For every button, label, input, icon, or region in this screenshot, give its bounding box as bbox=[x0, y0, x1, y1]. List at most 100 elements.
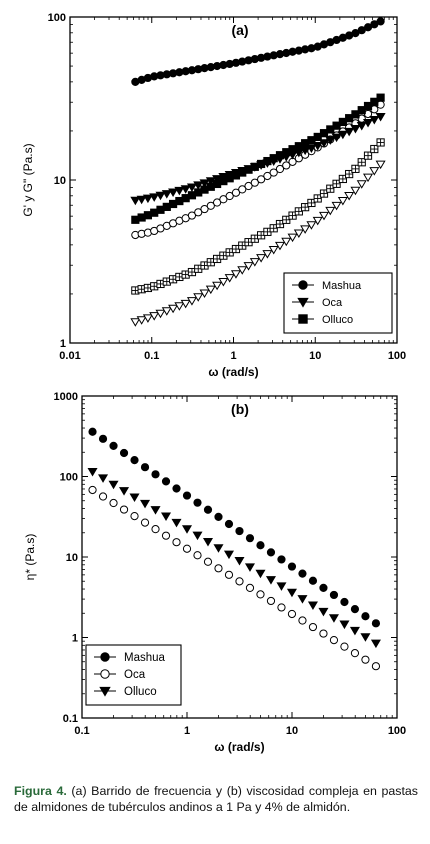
data-point bbox=[174, 302, 185, 311]
data-point bbox=[193, 498, 202, 507]
data-point bbox=[238, 185, 247, 194]
data-point bbox=[306, 144, 317, 153]
data-point bbox=[268, 246, 279, 255]
data-point bbox=[288, 211, 297, 220]
data-point bbox=[325, 136, 336, 145]
legend-marker bbox=[99, 686, 111, 697]
data-point bbox=[345, 169, 354, 179]
data-point bbox=[192, 531, 203, 541]
x-tick-label: 1 bbox=[184, 725, 190, 737]
data-point bbox=[269, 224, 278, 233]
data-point bbox=[88, 485, 97, 495]
data-point bbox=[357, 106, 366, 115]
data-point bbox=[109, 441, 118, 451]
data-point bbox=[199, 179, 210, 188]
data-point bbox=[360, 633, 371, 642]
data-point bbox=[235, 526, 244, 536]
data-point bbox=[318, 139, 330, 148]
data-point bbox=[172, 484, 181, 493]
data-point bbox=[339, 620, 350, 630]
y-tick-label: 10 bbox=[54, 175, 66, 187]
data-point bbox=[88, 427, 97, 436]
data-point bbox=[140, 499, 151, 509]
data-point bbox=[193, 551, 202, 560]
data-point bbox=[119, 505, 129, 514]
figure-label: Figura 4. bbox=[14, 784, 67, 798]
data-point bbox=[212, 198, 222, 207]
data-point bbox=[130, 511, 139, 521]
legend-marker bbox=[297, 297, 309, 308]
data-point bbox=[249, 258, 260, 267]
data-point bbox=[300, 225, 311, 234]
data-point bbox=[369, 116, 380, 125]
data-point bbox=[312, 216, 323, 226]
data-point bbox=[293, 229, 304, 239]
data-series bbox=[130, 160, 386, 327]
data-point bbox=[265, 576, 276, 585]
data-point bbox=[356, 180, 367, 189]
data-point bbox=[337, 130, 348, 140]
data-point bbox=[357, 158, 366, 167]
data-point bbox=[281, 237, 292, 247]
data-series bbox=[131, 93, 385, 224]
legend-label: Olluco bbox=[322, 314, 353, 326]
legend-marker bbox=[100, 669, 110, 679]
data-point bbox=[235, 577, 244, 586]
data-point bbox=[371, 662, 381, 671]
data-point bbox=[214, 512, 223, 521]
data-point bbox=[142, 314, 153, 323]
data-point bbox=[149, 193, 160, 202]
data-point bbox=[149, 312, 160, 321]
data-point bbox=[275, 164, 285, 174]
data-point bbox=[294, 207, 303, 216]
data-point bbox=[282, 161, 291, 170]
data-point bbox=[161, 477, 171, 486]
y-tick-label: 10 bbox=[66, 552, 78, 564]
data-point bbox=[244, 181, 253, 191]
data-point bbox=[230, 270, 241, 279]
data-point bbox=[119, 487, 130, 496]
data-point bbox=[363, 151, 373, 160]
data-point bbox=[306, 221, 317, 230]
data-point bbox=[344, 127, 355, 137]
x-tick-label: 10 bbox=[286, 725, 298, 737]
data-point bbox=[155, 309, 166, 319]
data-point bbox=[172, 538, 181, 547]
data-point bbox=[171, 518, 182, 528]
y-axis: 0.1 1 10 100 1000 bbox=[54, 391, 397, 725]
x-tick-label: 1 bbox=[230, 350, 236, 362]
data-point bbox=[376, 93, 385, 102]
data-point bbox=[98, 492, 108, 501]
data-point bbox=[371, 619, 381, 628]
data-point bbox=[287, 609, 297, 619]
data-point bbox=[340, 597, 349, 607]
data-point bbox=[318, 607, 329, 617]
data-point bbox=[312, 142, 323, 151]
data-point bbox=[237, 266, 248, 275]
legend-label: Oca bbox=[322, 297, 343, 309]
legend-label: Mashua bbox=[322, 280, 362, 292]
data-point bbox=[250, 178, 259, 187]
data-series bbox=[131, 17, 385, 86]
data-point bbox=[150, 506, 161, 515]
x-tick-label: 0.1 bbox=[144, 350, 159, 362]
data-point bbox=[161, 190, 172, 199]
data-point bbox=[269, 168, 278, 177]
data-point bbox=[370, 144, 379, 154]
data-series bbox=[88, 485, 381, 671]
figure-caption: Figura 4. (a) Barrido de frecuencia y (b… bbox=[14, 784, 418, 815]
y-tick-label: 1 bbox=[72, 633, 78, 645]
x-tick-label: 0.1 bbox=[74, 725, 89, 737]
data-point bbox=[338, 174, 347, 184]
data-point bbox=[363, 101, 373, 111]
data-point bbox=[130, 456, 139, 465]
data-point bbox=[199, 289, 210, 298]
x-tick-label: 100 bbox=[388, 725, 406, 737]
data-point bbox=[277, 603, 286, 612]
data-point bbox=[243, 262, 254, 271]
y-tick-label: 1000 bbox=[54, 391, 78, 403]
data-point bbox=[212, 281, 223, 291]
data-point bbox=[319, 189, 329, 198]
data-point bbox=[326, 184, 335, 193]
data-point bbox=[287, 562, 297, 571]
